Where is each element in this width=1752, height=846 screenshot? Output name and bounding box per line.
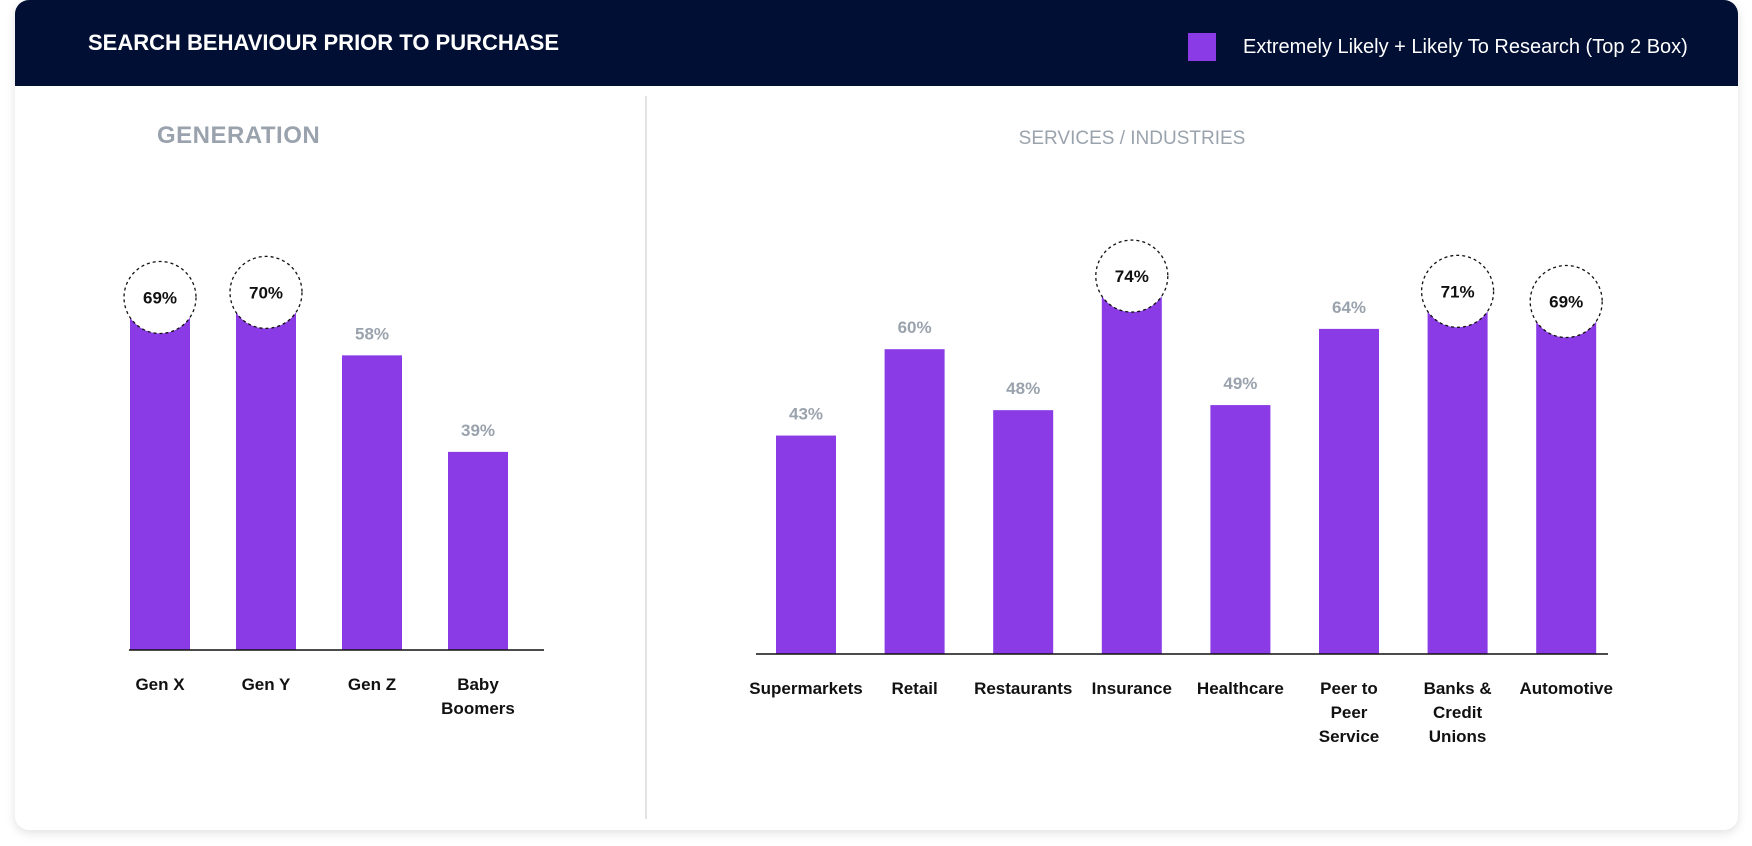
generation-category-label: Baby [457,675,499,694]
industries-bar [993,410,1054,654]
chart-card: SEARCH BEHAVIOUR PRIOR TO PURCHASE Extre… [15,0,1738,830]
industries-category-label: Unions [1429,727,1487,746]
industries-category-label: Banks & [1424,679,1492,698]
industries-category-label: Automotive [1519,679,1613,698]
legend-label: Extremely Likely + Likely To Research (T… [1243,36,1688,58]
generation-value-label: 70% [249,283,283,302]
legend-swatch [1188,33,1216,61]
industries-bar [1210,405,1271,654]
generation-category-label: Gen Y [242,675,291,694]
industries-highlight-circle [1095,239,1169,313]
generation-bar [236,294,296,650]
industries-bar [1319,328,1379,654]
industries-category-label: Restaurants [974,679,1072,698]
generation-bar [342,355,402,650]
industries-category-label: Healthcare [1197,679,1284,698]
industries-value-label: 43% [789,405,823,424]
industries-value-label: 60% [898,318,932,337]
generation-category-label: Boomers [441,699,515,718]
generation-bar [130,299,190,650]
generation-highlight-circle [123,260,197,335]
industries-category-label: Peer to [1320,679,1378,698]
industries-bar [1427,293,1488,654]
industries-highlight-circle [1529,264,1603,339]
industries-value-label: 48% [1006,379,1040,398]
industries-value-label: 64% [1332,298,1366,317]
industries-value-label: 74% [1115,267,1149,286]
industries-value-label: 49% [1223,374,1257,393]
generation-value-label: 39% [461,421,495,440]
generation-bar [448,451,508,650]
panel-divider [645,96,647,819]
industries-bar [776,435,836,654]
industries-value-label: 71% [1441,282,1475,301]
generation-chart-title: GENERATION [157,122,321,149]
industries-category-label: Supermarkets [749,679,862,698]
industries-bar [884,349,945,654]
generation-highlight-circle [229,255,303,330]
header-title: SEARCH BEHAVIOUR PRIOR TO PURCHASE [88,30,560,55]
industries-bar [1101,278,1162,654]
header-bar: SEARCH BEHAVIOUR PRIOR TO PURCHASE Extre… [15,0,1738,86]
industries-highlight-circle [1420,254,1495,328]
industries-chart-title: SERVICES / INDUSTRIES [1018,128,1246,149]
industries-category-label: Service [1319,727,1380,746]
generation-category-label: Gen X [135,675,185,694]
bar-charts: 69% Gen X 70% Gen Y 58% Gen Z 39% Baby Boomers 43… [123,239,1613,746]
generation-value-label: 69% [143,288,177,307]
industries-category-label: Retail [891,679,937,698]
industries-category-label: Peer [1331,703,1368,722]
generation-value-label: 58% [355,324,389,343]
industries-value-label: 69% [1549,292,1583,311]
industries-category-label: Credit [1433,703,1482,722]
industries-bar [1536,303,1597,654]
industries-category-label: Insurance [1092,679,1172,698]
generation-category-label: Gen Z [348,675,396,694]
